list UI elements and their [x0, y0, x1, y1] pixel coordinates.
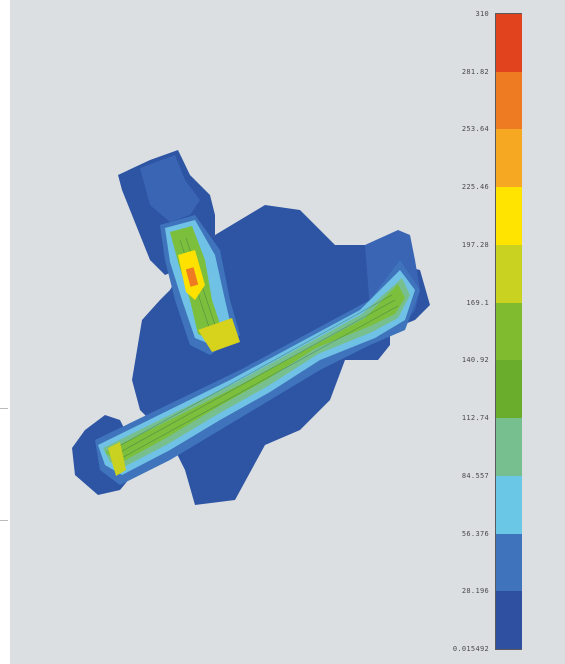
main-flow-channel: [105, 284, 405, 462]
colorbar-tick-label: 112.74: [461, 414, 489, 423]
colorbar-tick-label: 0.015492: [452, 645, 489, 653]
colorbar-band: [496, 14, 522, 73]
colorbar-tick-label: 281.82: [461, 67, 489, 76]
colorbar-band: [496, 360, 522, 419]
hotspot-left: [108, 442, 126, 476]
colorbar-tick-label: 84.557: [461, 471, 489, 480]
colorbar-band: [496, 591, 522, 650]
colorbar-tick-label: 140.92: [461, 356, 489, 365]
colorbar-band: [496, 244, 522, 304]
colorbar-band: [496, 71, 522, 130]
colorbar-tick-label: 56.376: [461, 529, 489, 538]
colorbar-tick-label: 310: [475, 10, 489, 18]
edge-artifact: [0, 520, 8, 521]
colorbar-band: [496, 475, 522, 535]
upper-nozzle-shade: [140, 155, 200, 222]
colorbar-tick-label: 169.1: [466, 298, 489, 307]
hotspot-junction: [198, 318, 240, 352]
hotspot-core: [185, 267, 199, 287]
colorbar-tick-label: 197.28: [461, 240, 489, 249]
colorbar-band: [496, 533, 522, 592]
colorbar-tick-label: 28.196: [461, 587, 489, 596]
colorbar-band: [496, 418, 522, 477]
colorbar-tick-label: 253.64: [461, 125, 489, 134]
colorbar-tick-label: 225.46: [461, 183, 489, 192]
edge-artifact: [0, 408, 8, 409]
colorbar-band: [496, 129, 522, 188]
colorbar-band: [496, 187, 522, 246]
colorbar-band: [496, 302, 522, 361]
